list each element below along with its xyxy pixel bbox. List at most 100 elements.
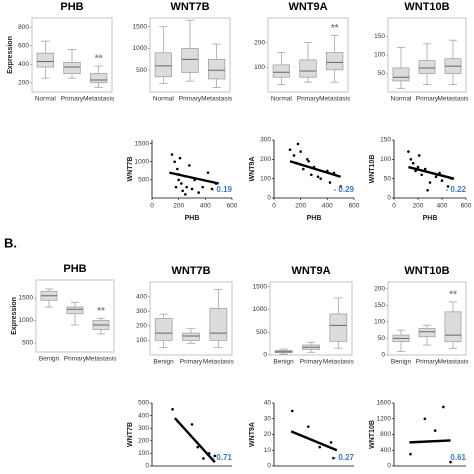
x-tick-label: 200 bbox=[173, 203, 184, 210]
point bbox=[184, 193, 187, 196]
y-axis-label: WNT7B bbox=[127, 422, 134, 447]
y-tick-label: 0 bbox=[263, 352, 267, 359]
point bbox=[178, 156, 182, 160]
box bbox=[36, 52, 54, 68]
point bbox=[428, 181, 432, 184]
point bbox=[417, 154, 421, 157]
x-tick-label: Benign bbox=[391, 359, 412, 366]
x-tick-label: Normal bbox=[35, 96, 57, 103]
point bbox=[201, 185, 204, 189]
x-tick-label: Metastasis bbox=[85, 356, 117, 363]
y-tick-label: 1000 bbox=[135, 158, 150, 165]
y-tick-label: 100 bbox=[254, 64, 265, 71]
y-axis-label: Expression bbox=[7, 36, 14, 74]
y-tick-label: 100 bbox=[260, 175, 271, 182]
y-axis-label: WNT9A bbox=[249, 422, 256, 447]
y-tick-label: 800 bbox=[380, 431, 391, 438]
x-tick-label: 400 bbox=[200, 203, 211, 210]
y-tick-label: 400 bbox=[138, 412, 149, 419]
x-tick-label: Primary bbox=[64, 356, 87, 363]
x-tick-label: 200 bbox=[413, 203, 424, 210]
box bbox=[63, 62, 81, 74]
box bbox=[418, 328, 436, 338]
point bbox=[299, 150, 302, 153]
point bbox=[442, 405, 445, 409]
y-tick-label: 300 bbox=[138, 425, 149, 432]
point bbox=[423, 167, 427, 171]
x-tick-label: Metastasis bbox=[201, 96, 233, 103]
box bbox=[299, 59, 317, 78]
x-tick-label: Benign bbox=[274, 359, 295, 366]
y-tick-label: 1000 bbox=[253, 306, 268, 313]
y-tick-label: 0 bbox=[387, 463, 391, 470]
point bbox=[170, 153, 174, 156]
y-axis-label: Expression bbox=[11, 297, 18, 335]
box bbox=[272, 64, 290, 78]
x-tick-label: Primary bbox=[179, 96, 202, 103]
box bbox=[66, 306, 84, 315]
fit-line bbox=[409, 439, 451, 444]
plot-frame bbox=[149, 281, 233, 356]
point bbox=[173, 160, 176, 164]
y-tick-label: 50 bbox=[378, 70, 386, 77]
y-tick-label: 1500 bbox=[253, 283, 268, 290]
point bbox=[409, 452, 412, 456]
x-tick-label: 0 bbox=[150, 203, 154, 210]
y-tick-label: 200 bbox=[260, 156, 271, 163]
x-axis-label: PHB bbox=[185, 215, 200, 222]
y-tick-label: 200 bbox=[18, 79, 29, 86]
y-tick-label: 20 bbox=[264, 431, 272, 438]
point bbox=[196, 445, 200, 449]
point bbox=[420, 173, 423, 177]
y-tick-label: 0 bbox=[381, 352, 385, 359]
chart-title: WNT9A bbox=[288, 1, 327, 13]
x-axis-label: PHB bbox=[307, 215, 322, 222]
box bbox=[326, 52, 344, 71]
y-tick-label: 500 bbox=[138, 400, 149, 407]
point bbox=[177, 178, 180, 182]
y-axis-label: WNT7B bbox=[127, 157, 134, 182]
x-tick-label: Primary bbox=[180, 359, 203, 366]
y-tick-label: 40 bbox=[264, 400, 272, 407]
correlation-label: - 0.19 bbox=[212, 185, 233, 194]
point bbox=[306, 425, 310, 428]
significance: ** bbox=[449, 290, 457, 301]
point bbox=[292, 154, 296, 157]
point bbox=[339, 185, 342, 188]
y-tick-label: 100 bbox=[380, 156, 391, 163]
point bbox=[307, 159, 310, 163]
box bbox=[329, 313, 348, 342]
y-tick-label: 1200 bbox=[377, 415, 392, 422]
y-tick-label: 1000 bbox=[19, 317, 34, 324]
y-tick-label: 1000 bbox=[133, 45, 148, 52]
y-tick-label: 0 bbox=[267, 195, 271, 202]
chart-title: WNT7B bbox=[170, 1, 209, 13]
box bbox=[418, 60, 436, 74]
y-tick-label: 0 bbox=[267, 463, 271, 470]
chart-title: PHB bbox=[60, 1, 83, 13]
box bbox=[208, 59, 226, 80]
y-tick-label: 150 bbox=[380, 137, 391, 144]
fit-line bbox=[290, 430, 338, 452]
point bbox=[409, 158, 413, 161]
point bbox=[438, 171, 441, 175]
plot-frame bbox=[267, 17, 349, 93]
y-tick-label: 500 bbox=[22, 340, 33, 347]
x-tick-label: 200 bbox=[295, 203, 306, 210]
significance: ** bbox=[97, 306, 105, 317]
y-tick-label: 30 bbox=[264, 415, 272, 422]
point bbox=[329, 441, 333, 444]
y-tick-label: 500 bbox=[136, 67, 147, 74]
fit-line bbox=[408, 165, 455, 180]
point bbox=[197, 191, 200, 194]
box bbox=[154, 318, 173, 341]
y-tick-label: 0 bbox=[145, 463, 149, 470]
x-axis-label: PHB bbox=[423, 215, 438, 222]
point bbox=[185, 185, 188, 189]
y-tick-label: 500 bbox=[138, 177, 149, 184]
chart-title: WNT9A bbox=[291, 265, 330, 277]
y-tick-label: 50 bbox=[384, 175, 392, 182]
y-tick-label: 150 bbox=[374, 33, 385, 40]
x-tick-label: Metastasis bbox=[437, 96, 469, 103]
